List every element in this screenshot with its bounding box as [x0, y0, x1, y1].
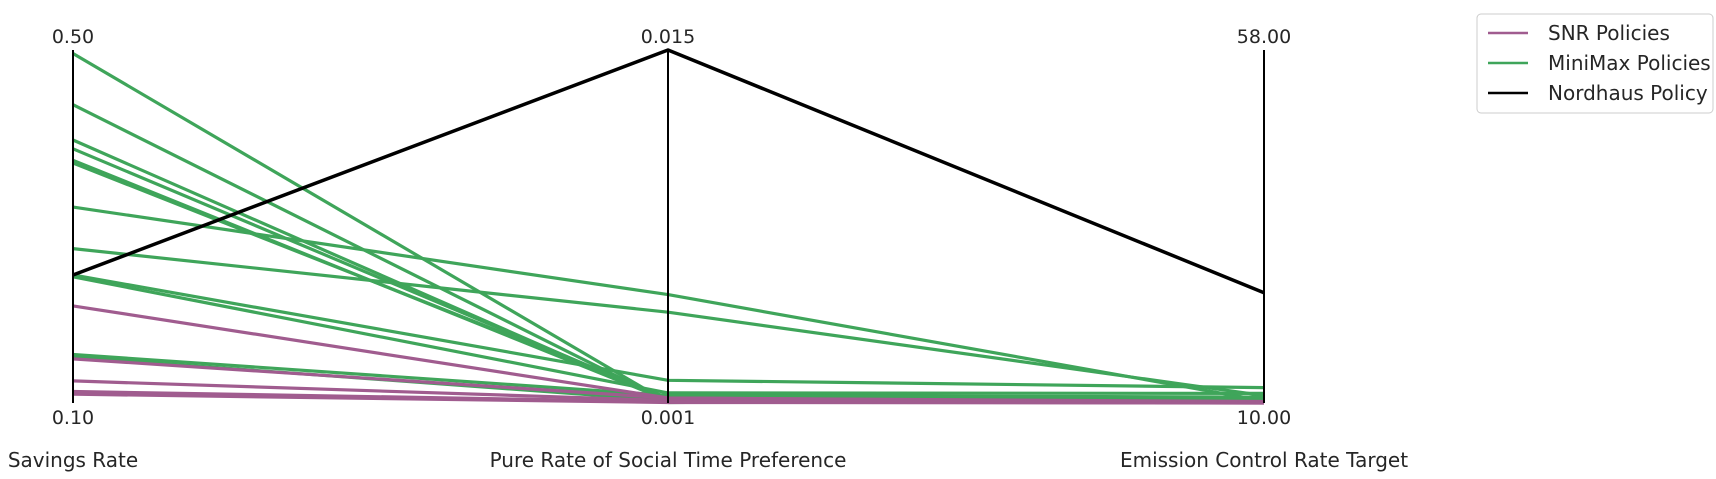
legend: SNR Policies MiniMax Policies Nordhaus P…: [1476, 13, 1714, 114]
legend-frame: [1476, 13, 1714, 114]
legend-label-minimax: MiniMax Policies: [1548, 51, 1711, 75]
axis-title-rate-of-time-preference: Pure Rate of Social Time Preference: [490, 448, 847, 472]
axis-max-label-savings-rate: 0.50: [52, 26, 94, 48]
axis-max-label-rate-of-time-preference: 0.015: [641, 26, 695, 48]
axis-max-label-emission-control: 58.00: [1237, 26, 1291, 48]
axis-min-label-rate-of-time-preference: 0.001: [641, 407, 695, 429]
legend-label-nordhaus: Nordhaus Policy: [1548, 81, 1708, 105]
axis-title-savings-rate: Savings Rate: [8, 448, 138, 472]
axis-min-label-savings-rate: 0.10: [52, 407, 94, 429]
axis-min-label-emission-control: 10.00: [1237, 407, 1291, 429]
legend-label-snr: SNR Policies: [1548, 21, 1670, 45]
axis-title-emission-control: Emission Control Rate Target: [1120, 448, 1408, 472]
